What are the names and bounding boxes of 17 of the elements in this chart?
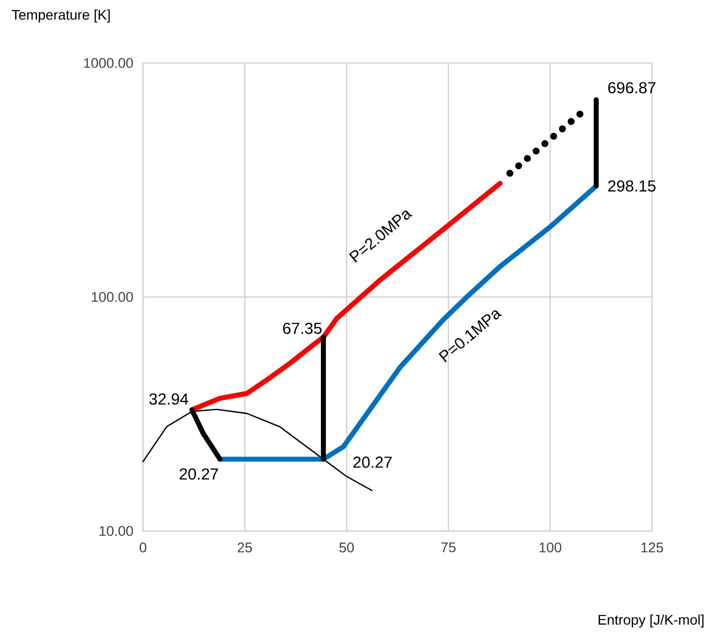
annotation: 67.35: [283, 322, 322, 334]
annotation: 32.94: [149, 393, 188, 405]
x-axis-title: Entropy [J/K-mol]: [598, 614, 704, 628]
x-tick-label: 50: [339, 542, 354, 552]
x-tick-label: 100: [540, 542, 562, 552]
x-tick-label: 75: [441, 542, 456, 552]
x-tick-label: 25: [238, 542, 252, 552]
annotation: 696.87: [608, 82, 656, 94]
annotation: 20.27: [180, 468, 218, 480]
x-tick-label: 125: [641, 542, 664, 552]
annotation: 298.15: [608, 180, 656, 192]
y-tick-label: 100.00: [92, 292, 133, 302]
x-tick-label: 0: [140, 542, 146, 552]
y-axis-title: Temperature [K]: [12, 10, 110, 23]
annotation: 20.27: [353, 456, 392, 468]
y-tick-label: 1000.00: [84, 58, 133, 68]
y-tick-label: 10.00: [100, 526, 133, 536]
